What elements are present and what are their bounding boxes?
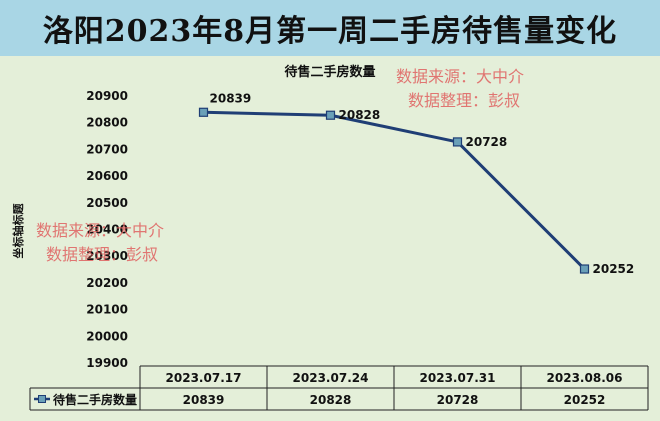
y-tick-label: 20000 bbox=[86, 329, 128, 343]
watermark-source: 数据来源：大中介 bbox=[396, 67, 524, 86]
chart-panel: 待售二手房数量 坐标轴标题 19900 20000 20100 20200 20300 204… bbox=[0, 56, 660, 421]
x-category-label: 2023.07.31 bbox=[420, 371, 496, 385]
table-value-cell: 20252 bbox=[564, 393, 606, 407]
table-value-cell: 20728 bbox=[437, 393, 479, 407]
data-point bbox=[452, 137, 463, 147]
y-tick-label: 20900 bbox=[86, 89, 128, 103]
y-tick-label: 20100 bbox=[86, 303, 128, 317]
y-tick-label: 20300 bbox=[86, 249, 128, 263]
data-label: 20828 bbox=[339, 108, 381, 122]
table-value-cell: 20839 bbox=[183, 393, 225, 407]
y-tick-label: 20700 bbox=[86, 142, 128, 156]
data-label: 20839 bbox=[210, 91, 252, 105]
y-tick-label: 20500 bbox=[86, 196, 128, 210]
y-axis-title: 坐标轴标题 bbox=[11, 203, 25, 259]
x-category-label: 2023.08.06 bbox=[547, 371, 623, 385]
x-category-label: 2023.07.17 bbox=[166, 371, 242, 385]
data-point bbox=[579, 264, 590, 274]
y-tick-label: 20600 bbox=[86, 169, 128, 183]
watermark-author: 数据整理：彭叔 bbox=[408, 91, 520, 110]
data-point bbox=[325, 110, 336, 120]
y-tick-label: 20200 bbox=[86, 276, 128, 290]
title-bar: 洛阳2023年8月第一周二手房待售量变化 bbox=[0, 0, 660, 56]
y-tick-label: 20400 bbox=[86, 223, 128, 237]
legend-marker-key bbox=[38, 395, 46, 403]
x-category-label: 2023.07.24 bbox=[293, 371, 369, 385]
data-point bbox=[198, 107, 209, 117]
watermark-author: 数据整理：彭叔 bbox=[46, 245, 158, 264]
legend-series-name: 待售二手房数量 bbox=[53, 392, 137, 407]
y-tick-label: 19900 bbox=[86, 356, 128, 370]
chart-title: 待售二手房数量 bbox=[283, 64, 375, 80]
series-line bbox=[203, 110, 586, 271]
line-chart: 待售二手房数量坐标轴标题1990020000201002020020300204… bbox=[11, 64, 649, 411]
data-label: 20252 bbox=[593, 262, 635, 276]
table-value-cell: 20828 bbox=[310, 393, 352, 407]
y-tick-label: 20800 bbox=[86, 116, 128, 130]
data-label: 20728 bbox=[466, 135, 508, 149]
page-title: 洛阳2023年8月第一周二手房待售量变化 bbox=[42, 14, 618, 49]
watermark-source: 数据来源：大中介 bbox=[36, 221, 164, 240]
